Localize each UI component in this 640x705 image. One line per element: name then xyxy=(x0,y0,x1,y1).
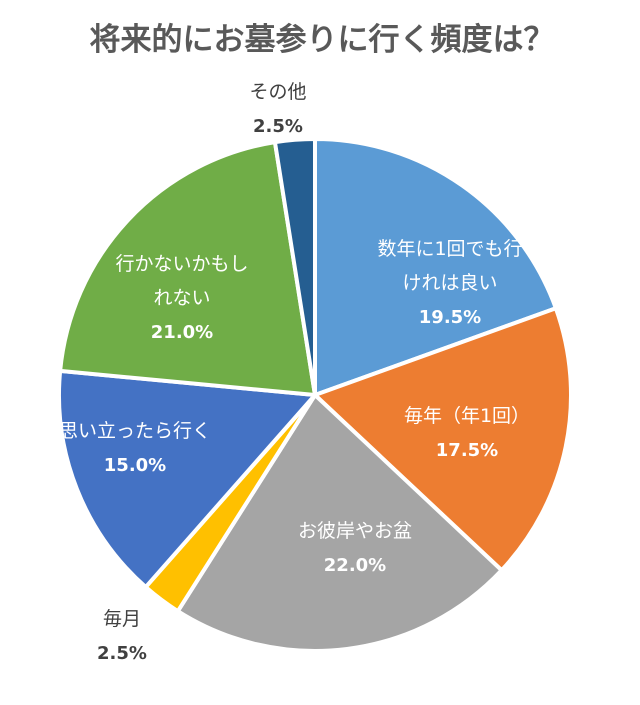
slice-value-label: 17.5% xyxy=(436,440,498,461)
slice-category-label: れない xyxy=(153,287,210,309)
pie-slice-5 xyxy=(57,368,317,590)
slice-label-3: お彼岸やお盆 22.0% xyxy=(298,520,412,576)
slice-category-label: 行かないかもし xyxy=(115,253,248,275)
slice-label-2: 毎年（年1回） 17.5% xyxy=(404,405,530,461)
chart-title: 将来的にお墓参りに行く頻度は？ xyxy=(90,22,555,58)
slice-category-label: けれは良い xyxy=(402,272,497,294)
slice-category-label: 毎月 xyxy=(103,608,141,630)
slice-category-label: その他 xyxy=(249,81,306,103)
slice-value-label: 22.0% xyxy=(324,555,386,576)
slice-value-label: 21.0% xyxy=(151,322,213,343)
pie-slice-6 xyxy=(58,140,317,397)
slice-category-label: 思い立ったら行く xyxy=(59,420,211,442)
slice-label-7: その他 2.5% xyxy=(249,81,306,137)
pie-slice-1 xyxy=(313,137,558,397)
pie-slice-7 xyxy=(272,137,317,397)
pie-slices xyxy=(57,137,574,653)
slice-value-label: 2.5% xyxy=(97,643,147,664)
slice-value-label: 2.5% xyxy=(253,116,303,137)
slice-value-label: 15.0% xyxy=(104,455,166,476)
slice-value-label: 19.5% xyxy=(419,307,481,328)
slice-category-label: 数年に1回でも行 xyxy=(377,238,522,260)
slice-label-5: 思い立ったら行く 15.0% xyxy=(59,420,211,476)
pie-slice-3 xyxy=(175,393,504,653)
slice-category-label: お彼岸やお盆 xyxy=(298,520,412,542)
pie-slice-2 xyxy=(313,306,574,573)
slice-label-4: 毎月 2.5% xyxy=(97,608,147,664)
slice-category-label: 毎年（年1回） xyxy=(404,405,530,427)
